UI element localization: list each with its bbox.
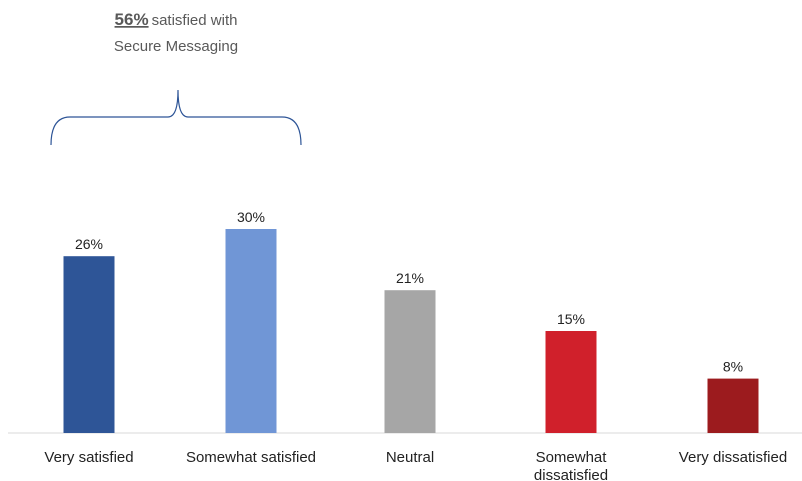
value-label-0: 26% (75, 236, 103, 252)
bar-3 (545, 331, 597, 433)
value-label-2: 21% (396, 270, 424, 286)
bar-2 (384, 290, 436, 433)
bars-group (63, 229, 759, 433)
category-label-1: Somewhat satisfied (186, 449, 316, 466)
value-label-4: 8% (723, 359, 743, 375)
callout-text-1: satisfied with (152, 12, 238, 29)
bar-0 (63, 256, 115, 433)
value-labels-group: 26% 30% 21% 15% 8% (75, 209, 743, 375)
callout-text-2: Secure Messaging (114, 38, 238, 55)
bar-1 (225, 229, 277, 433)
callout-brace (50, 89, 302, 146)
value-label-3: 15% (557, 311, 585, 327)
category-labels-group: Very satisfied Somewhat satisfied Neutral S… (44, 449, 787, 481)
bar-4 (707, 378, 759, 433)
callout: 56% satisfied with Secure Messaging (50, 10, 302, 146)
callout-line-1: 56% satisfied with (115, 10, 238, 29)
value-label-1: 30% (237, 209, 265, 225)
category-label-0: Very satisfied (44, 449, 133, 466)
callout-percent: 56% (115, 10, 149, 29)
category-label-2: Neutral (386, 449, 434, 466)
category-label-4: Very dissatisfied (679, 449, 787, 466)
category-label-3: Somewhat dissatisfied (534, 449, 608, 481)
